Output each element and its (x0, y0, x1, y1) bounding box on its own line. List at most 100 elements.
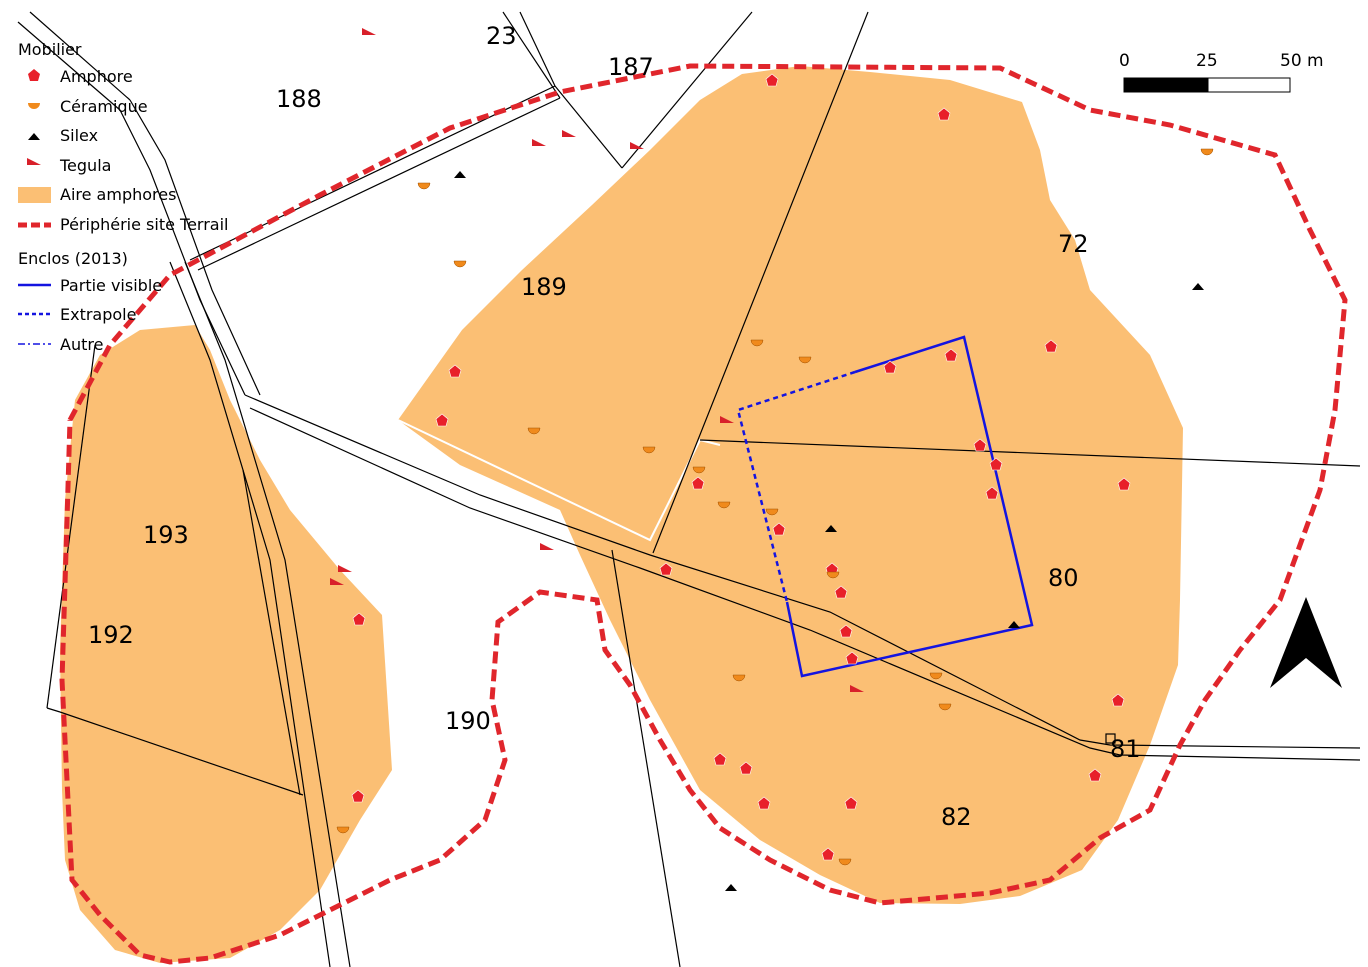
parcel-label-192: 192 (88, 621, 134, 649)
legend-aire: Aire amphores (60, 185, 176, 204)
tegula-marker (362, 28, 376, 35)
legend-ceramique-symbol (28, 103, 40, 109)
tegula-marker (330, 578, 344, 585)
ceramique-marker (336, 826, 350, 834)
ceramique-marker (929, 672, 943, 680)
amphora-area-west (60, 325, 392, 963)
ceramique-marker (417, 182, 431, 190)
ceramique-marker (642, 446, 656, 454)
amphore-marker (772, 522, 786, 536)
legend-tegula-symbol (27, 158, 41, 165)
tegula-marker (532, 139, 546, 146)
ceramique-marker (938, 703, 952, 711)
parcel-label-188: 188 (276, 85, 322, 113)
amphore-marker (985, 486, 999, 500)
amphore-marker (844, 796, 858, 810)
legend-peripherie: Périphérie site Terrail (60, 215, 229, 234)
ceramique-marker (453, 260, 467, 268)
periphery-line-north (59, 63, 1348, 965)
parcel-label-80: 80 (1048, 564, 1079, 592)
tegula-marker (540, 543, 554, 550)
ceramique-marker (798, 356, 812, 364)
legend-enclos-title: Enclos (2013) (18, 249, 128, 268)
legend-title: Mobilier (18, 40, 82, 59)
ceramique-marker (717, 501, 731, 509)
tegula-marker (562, 130, 576, 137)
ceramique-marker (527, 427, 541, 435)
amphore-marker (944, 348, 958, 362)
legend-extrapole: Extrapole (60, 305, 136, 324)
parcel-label-189: 189 (521, 273, 567, 301)
amphore-marker (448, 364, 462, 378)
cadastral-lines (17, 11, 1361, 967)
amphore-marker (351, 789, 365, 803)
scale-label-0: 0 (1119, 51, 1130, 71)
parcel-label-193: 193 (143, 521, 189, 549)
amphore-marker (839, 624, 853, 638)
amphore-marker (845, 651, 859, 665)
amphore-marker (691, 476, 705, 490)
legend-amphore-symbol (28, 69, 40, 81)
tegula-marker (850, 685, 864, 692)
scale-bar: 0 25 50 m (1119, 51, 1324, 93)
ceramique-marker (750, 339, 764, 347)
tegula-marker (720, 416, 734, 423)
legend-aire-symbol (18, 187, 51, 203)
amphore-marker (989, 457, 1003, 471)
amphore-marker (659, 562, 673, 576)
parcel-label-187: 187 (608, 53, 654, 81)
silex-marker (725, 884, 737, 891)
amphore-marker (1044, 339, 1058, 353)
enclos-visible (785, 335, 1034, 678)
parcel-labels: 23 187 188 189 72 193 192 190 80 81 82 (88, 22, 1141, 831)
amphore-marker (352, 612, 366, 626)
legend-tegula: Tegula (59, 156, 111, 175)
parcel-label-82: 82 (941, 803, 972, 831)
amphora-area-east (398, 66, 1183, 904)
parcel-label-81: 81 (1110, 735, 1141, 763)
amphore-marker (1117, 477, 1131, 491)
amphore-marker (973, 438, 987, 452)
scale-label-25: 25 (1196, 51, 1218, 71)
amphore-marker (765, 73, 779, 87)
silex-marker (454, 171, 466, 178)
scale-label-50: 50 m (1280, 51, 1324, 71)
amphore-marker (739, 761, 753, 775)
ceramique-marker (826, 571, 840, 579)
amphore-marker (1088, 768, 1102, 782)
legend-autre: Autre (60, 335, 103, 354)
ceramique-marker (838, 858, 852, 866)
amphore-marker (713, 752, 727, 766)
amphore-marker (821, 847, 835, 861)
ceramique-markers (336, 148, 1214, 866)
legend-ceramique: Céramique (60, 97, 148, 116)
parcel-label-23: 23 (486, 22, 517, 50)
silex-markers (454, 171, 1204, 891)
tegula-marker (338, 565, 352, 572)
ceramique-marker (1200, 148, 1214, 156)
north-arrow-icon (1270, 597, 1342, 688)
enclos-extrapole (736, 370, 856, 603)
tegula-marker (630, 142, 644, 149)
white-boundary-line (397, 419, 721, 542)
amphore-marker (834, 585, 848, 599)
ceramique-marker (692, 466, 706, 474)
amphore-marker (435, 413, 449, 427)
silex-marker (1008, 621, 1020, 628)
silex-marker (1192, 283, 1204, 290)
amphore-marker (883, 360, 897, 374)
legend-amphore: Amphore (60, 67, 133, 86)
parcel-label-72: 72 (1058, 230, 1089, 258)
amphore-marker (757, 796, 771, 810)
legend-visible: Partie visible (60, 276, 162, 295)
amphore-markers (351, 73, 1131, 861)
amphore-marker (1111, 693, 1125, 707)
legend-silex: Silex (60, 126, 98, 145)
silex-marker (825, 525, 837, 532)
ceramique-marker (765, 508, 779, 516)
amphore-marker (937, 107, 951, 121)
ceramique-marker (732, 674, 746, 682)
tegula-markers (330, 28, 864, 692)
